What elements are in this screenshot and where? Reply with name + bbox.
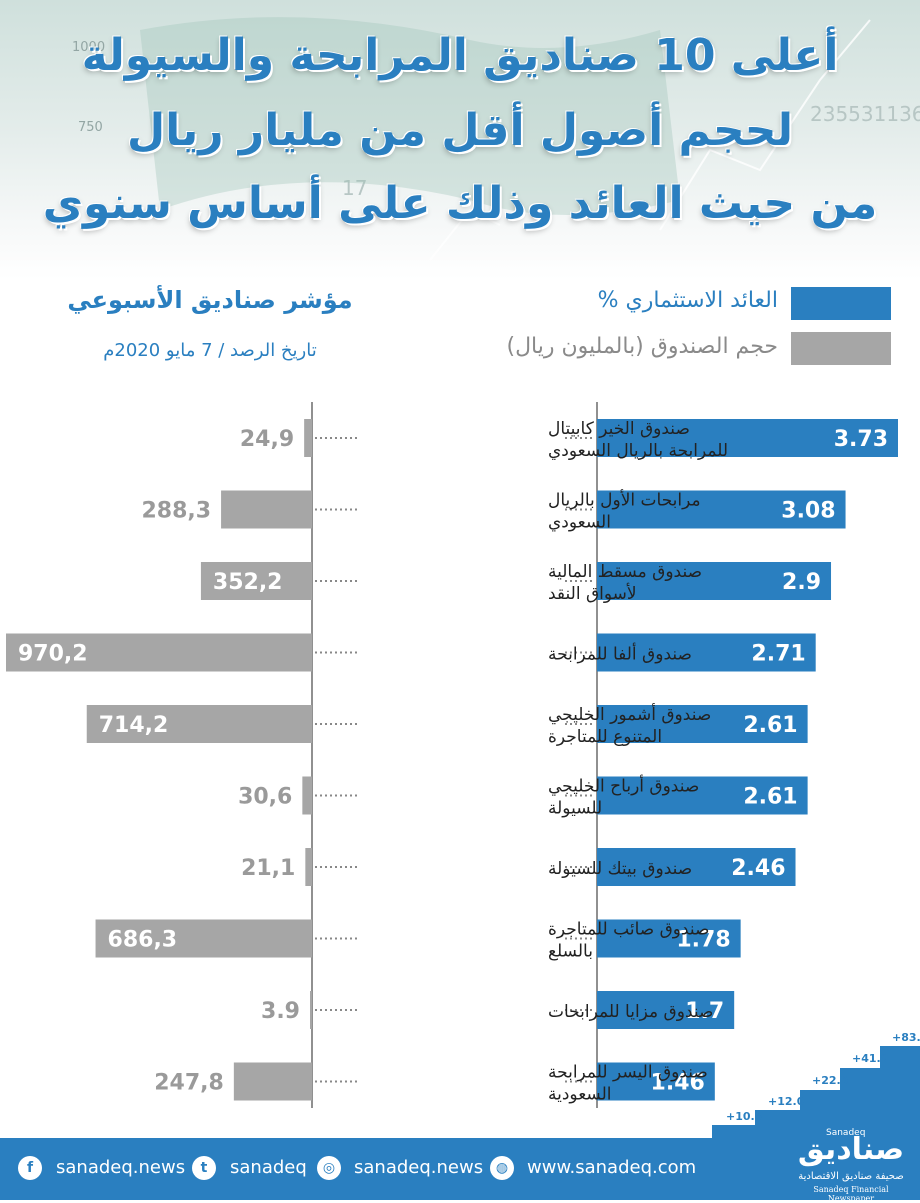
return-bar <box>597 490 846 529</box>
legend-size-label: حجم الصندوق (بالمليون ريال) <box>506 334 778 359</box>
legend-return-label: العائد الاستثماري % <box>597 288 778 313</box>
return-value-label: 2.71 <box>751 642 805 667</box>
size-bar <box>304 419 312 457</box>
return-value-label: 1.7 <box>685 999 724 1024</box>
decor-step <box>712 1125 757 1138</box>
category-label: صندوق الخير كابيتال <box>548 419 690 439</box>
category-label: صندوق اليسر للمرابحة <box>548 1063 708 1083</box>
legend-size-unit: (بالمليون ريال) <box>506 334 644 359</box>
return-bar <box>597 991 735 1029</box>
twitter-handle[interactable]: sanadeq <box>230 1157 307 1178</box>
category-label: للمرابحة بالريال السعودي <box>548 441 728 461</box>
size-value-label: 970,2 <box>18 642 88 667</box>
size-bar <box>200 562 312 600</box>
return-bar <box>597 919 741 958</box>
twitter-icon[interactable]: t <box>192 1156 216 1180</box>
index-date: تاريخ الرصد / 7 مايو 2020م <box>103 340 317 361</box>
category-label: المتنوع للمتاجرة <box>548 727 662 747</box>
size-bar <box>305 848 312 886</box>
instagram-icon[interactable]: ◎ <box>317 1156 341 1180</box>
return-bar <box>597 848 796 886</box>
return-bar <box>597 776 808 815</box>
decor-step <box>755 1110 800 1138</box>
return-value-label: 1.78 <box>676 928 730 953</box>
bg-number-large: 235531136 <box>810 102 920 126</box>
return-value-label: 2.61 <box>743 713 797 738</box>
title-line-3: من حيث العائد وذلك على أساس سنوي <box>42 178 878 229</box>
bg-number-17: 17 <box>342 176 368 200</box>
size-value-label: 247,8 <box>154 1071 224 1096</box>
decor-step <box>880 1046 920 1138</box>
header-banner: 1000 750 235531136 17 أعلى 10 صناديق الم… <box>0 0 920 280</box>
logo-tagline-arabic: صحيفة صناديق الاقتصادية <box>798 1171 904 1182</box>
step-label: +10.3 <box>726 1110 763 1123</box>
category-label: للسيولة <box>548 799 602 819</box>
return-bar <box>597 1062 715 1101</box>
return-value-label: 3.73 <box>834 427 888 452</box>
facebook-handle[interactable]: sanadeq.news <box>56 1157 186 1178</box>
category-label: بالسلع <box>548 942 593 962</box>
size-value-label: 714,2 <box>99 713 169 738</box>
size-bar <box>86 705 312 743</box>
logo-tagline-english: Sanadeq Financial Newspaper <box>813 1185 889 1203</box>
decor-step <box>800 1090 845 1138</box>
category-label: صندوق صائب للمتاجرة <box>548 920 709 940</box>
return-value-label: 2.9 <box>782 570 821 595</box>
logo-latin: Sanadeq <box>826 1128 866 1138</box>
return-value-label: 2.61 <box>743 785 797 810</box>
size-value-label: 30,6 <box>238 785 292 810</box>
facebook-icon[interactable]: f <box>18 1156 42 1180</box>
footer-bar: f sanadeq.news t sanadeq ◎ sanadeq.news … <box>0 1138 920 1200</box>
legend-size-main: حجم الصندوق <box>650 334 778 359</box>
category-label: السعودي <box>548 513 611 533</box>
category-label: صندوق أرباح الخليجي <box>548 775 699 797</box>
category-label: صندوق أشمور الخليجي <box>548 703 711 725</box>
size-bar <box>302 776 312 815</box>
size-value-label: 288,3 <box>141 499 211 524</box>
category-label: مرابحات الأول بالريال <box>548 490 701 511</box>
size-value-label: 352,2 <box>213 570 283 595</box>
title-line-2: لحجم أصول أقل من مليار ريال <box>127 105 793 156</box>
legend-return-swatch <box>791 287 891 320</box>
category-label: صندوق مسقط المالية <box>548 562 702 582</box>
size-value-label: 686,3 <box>108 928 178 953</box>
globe-icon[interactable]: ◍ <box>490 1156 514 1180</box>
return-value-label: 1.46 <box>651 1071 705 1096</box>
flag-decoration <box>140 17 871 261</box>
category-label: صندوق مزايا للمرابحات <box>548 1002 713 1022</box>
bg-number-1000: 1000 <box>72 40 106 55</box>
decor-step <box>840 1068 885 1138</box>
return-bar <box>597 705 808 743</box>
step-label: +41.9 <box>852 1052 889 1065</box>
step-label: +12.0 <box>768 1095 805 1108</box>
size-value-label: 3.9 <box>261 999 300 1024</box>
size-bar <box>95 919 312 958</box>
size-bar <box>221 490 312 529</box>
size-bar <box>233 1062 312 1101</box>
size-bar <box>310 991 312 1029</box>
size-value-label: 21,1 <box>241 856 295 881</box>
return-value-label: 2.46 <box>731 856 785 881</box>
category-label: صندوق بيتك للسيولة <box>548 859 692 879</box>
category-label: السعودية <box>548 1085 611 1105</box>
bg-number-750: 750 <box>78 120 103 135</box>
legend-size-swatch <box>791 332 891 365</box>
logo: صناديق <box>797 1132 905 1167</box>
step-label: +83.0 <box>892 1031 920 1044</box>
website-link[interactable]: www.sanadeq.com <box>527 1157 697 1178</box>
instagram-handle[interactable]: sanadeq.news <box>354 1157 484 1178</box>
category-label: صندوق ألفا للمرابحة <box>548 643 692 665</box>
category-label: لأسواق النقد <box>548 583 637 604</box>
return-bar <box>597 633 816 672</box>
index-title: مؤشر صناديق الأسبوعي <box>67 286 353 314</box>
return-bar <box>597 562 832 600</box>
size-bar <box>6 633 312 672</box>
return-bar <box>597 419 898 457</box>
size-value-label: 24,9 <box>240 427 294 452</box>
title-line-1: أعلى 10 صناديق المرابحة والسيولة <box>81 30 839 81</box>
return-value-label: 3.08 <box>781 499 835 524</box>
step-label: +22.6 <box>812 1074 849 1087</box>
